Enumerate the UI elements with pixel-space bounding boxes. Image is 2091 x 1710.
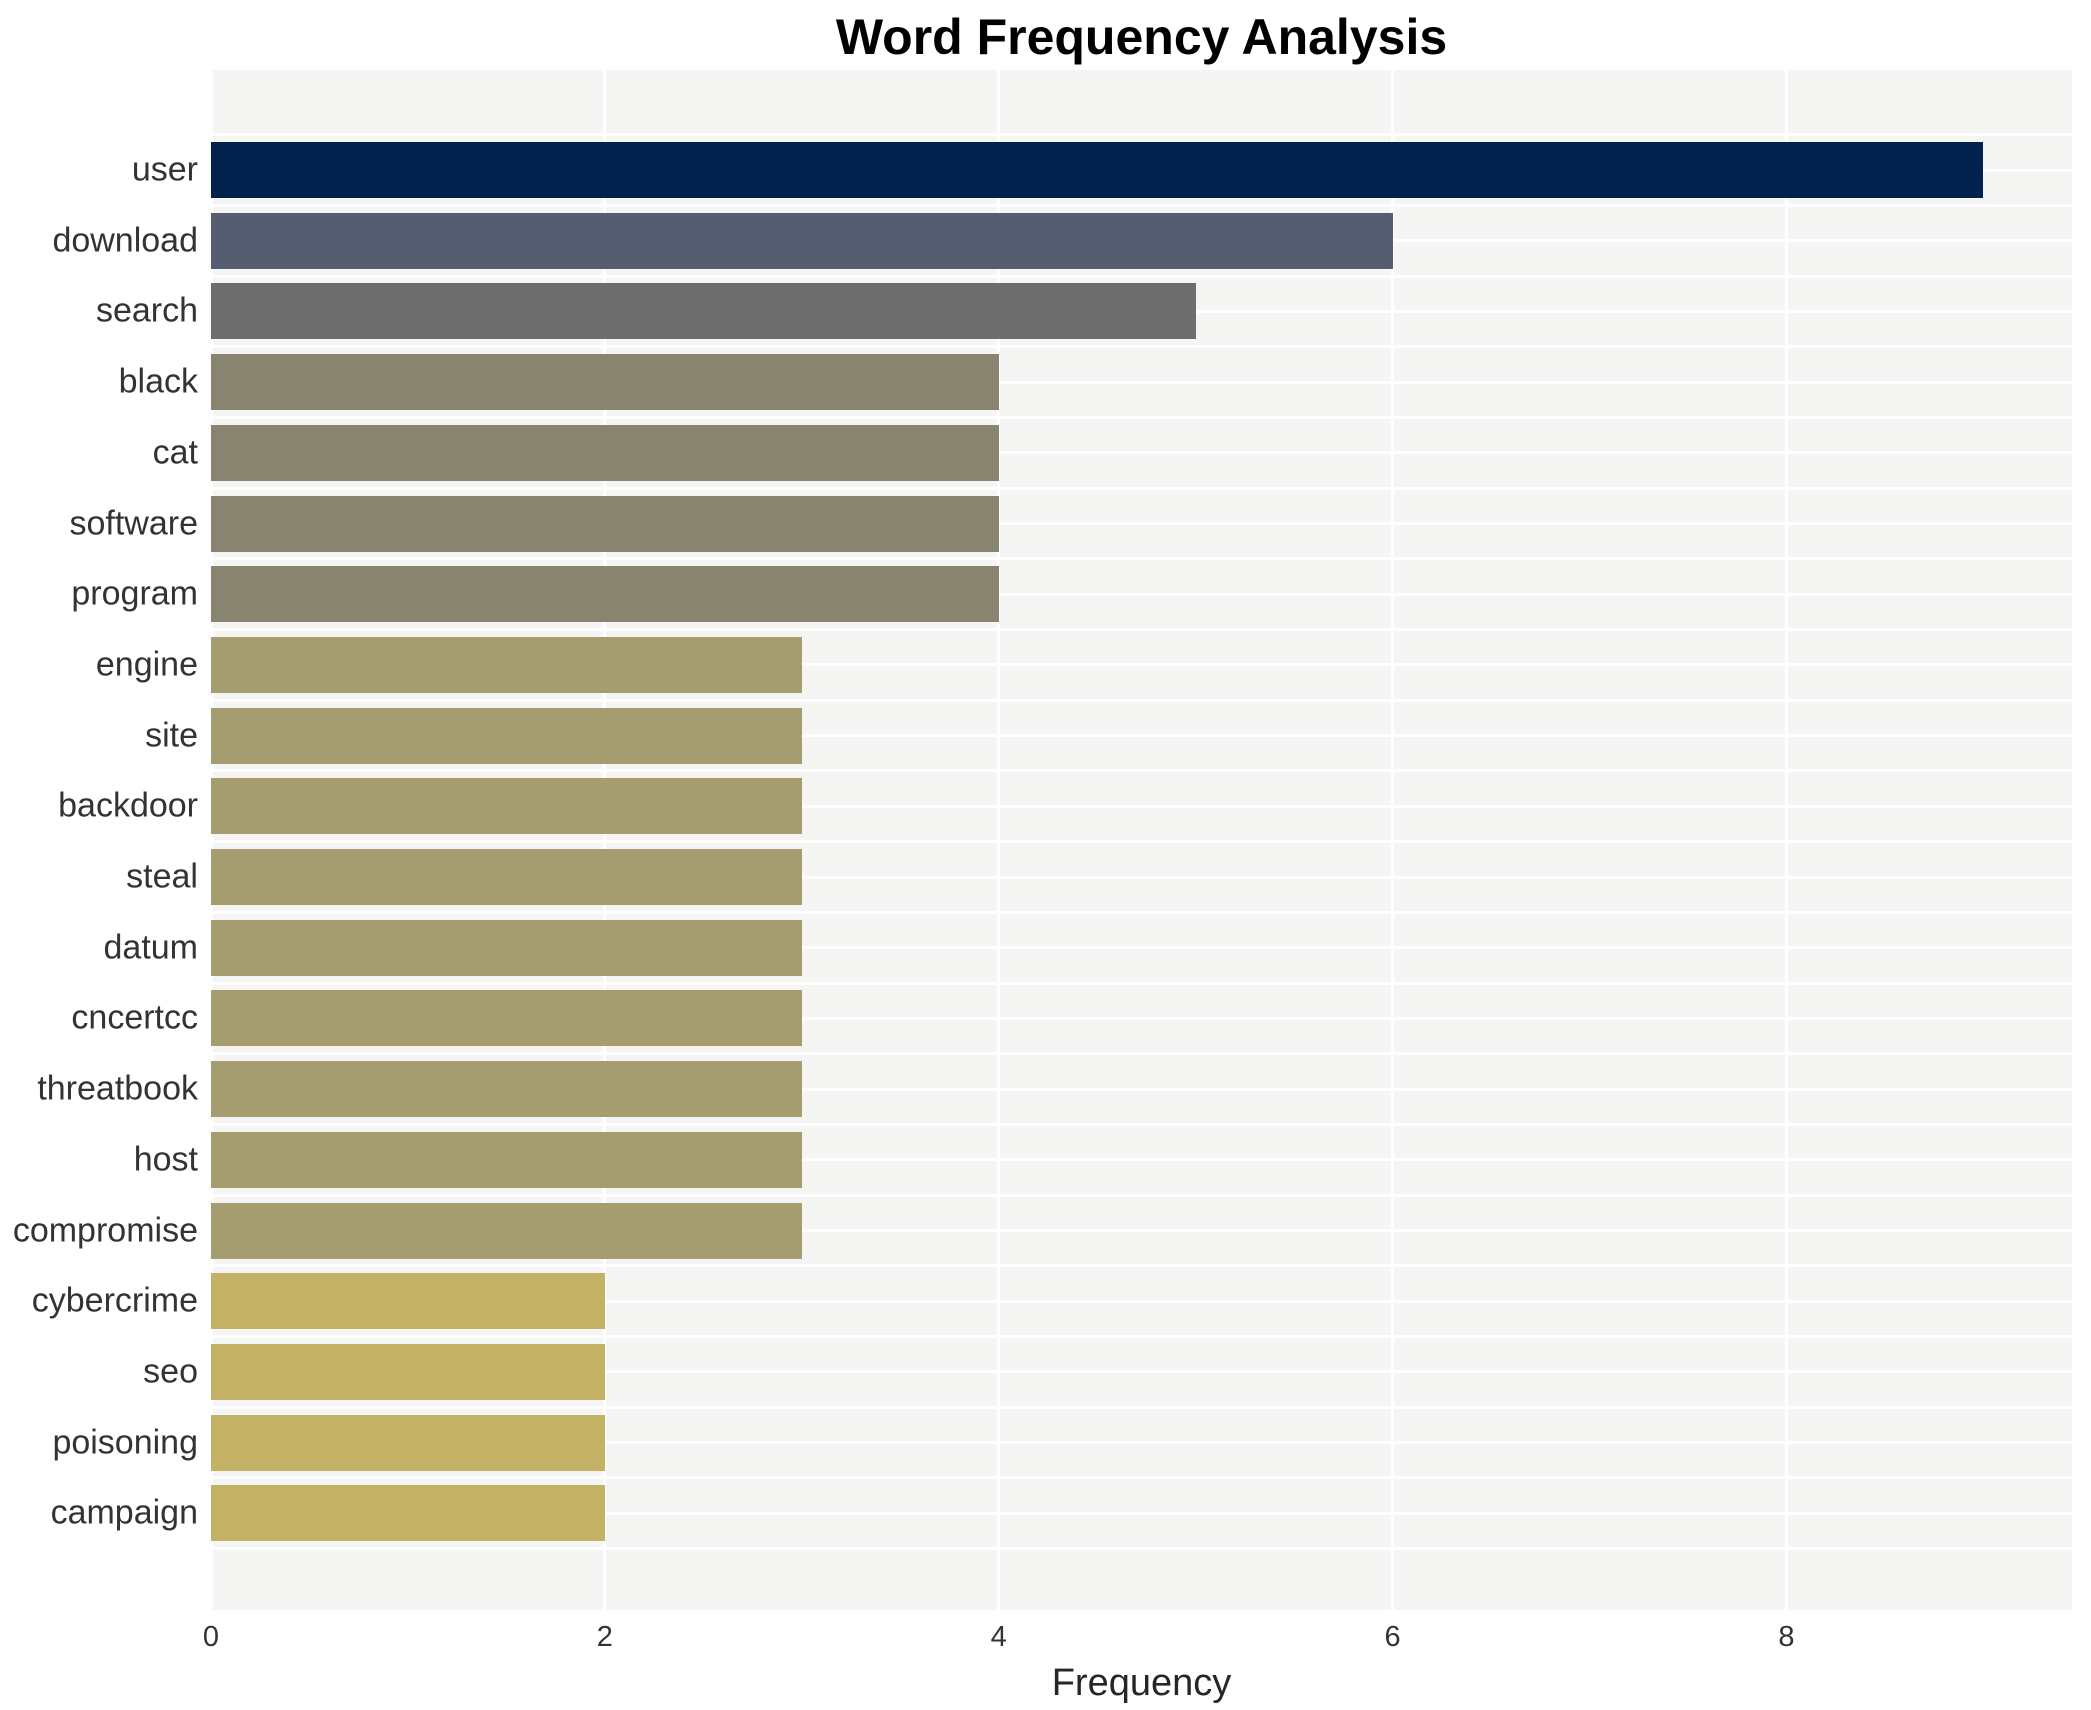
x-gridline <box>603 70 607 1610</box>
y-gridline-minor <box>211 486 2072 490</box>
category-label: download <box>52 221 198 260</box>
chart-title: Word Frequency Analysis <box>835 9 1448 65</box>
category-label: host <box>133 1140 198 1179</box>
y-gridline-minor <box>211 910 2072 914</box>
y-gridline-minor <box>211 274 2072 278</box>
y-gridline <box>211 1299 2072 1303</box>
bar-threatbook <box>211 1061 802 1118</box>
y-gridline-minor <box>211 1264 2072 1268</box>
bar-cybercrime <box>211 1273 605 1330</box>
y-gridline-minor <box>211 1122 2072 1126</box>
category-label: campaign <box>50 1493 198 1532</box>
y-gridline-minor <box>211 203 2072 207</box>
y-gridline <box>211 522 2072 525</box>
y-gridline <box>211 804 2072 808</box>
category-label: site <box>145 716 198 755</box>
bar-compromise <box>211 1202 802 1259</box>
category-label: cncertcc <box>71 998 198 1037</box>
category-label: seo <box>143 1352 198 1391</box>
bar-user <box>211 142 1984 198</box>
bar-campaign <box>211 1485 605 1542</box>
y-gridline-minor <box>211 1193 2072 1197</box>
x-tick-label: 6 <box>1384 1621 1401 1653</box>
bar-download <box>211 212 1393 269</box>
y-gridline-minor <box>211 840 2072 844</box>
y-gridline <box>211 1370 2072 1374</box>
category-label: poisoning <box>52 1423 198 1462</box>
y-gridline <box>211 1441 2072 1445</box>
category-label: cybercrime <box>31 1281 198 1320</box>
y-gridline <box>211 451 2072 455</box>
bar-host <box>211 1131 802 1188</box>
bar-site <box>211 707 802 764</box>
x-gridline <box>1391 70 1395 1610</box>
y-gridline-minor <box>211 1476 2072 1480</box>
y-gridline-minor <box>211 345 2072 349</box>
x-tick-label: 8 <box>1778 1621 1795 1653</box>
y-gridline <box>211 663 2072 667</box>
y-gridline <box>211 1229 2072 1232</box>
x-gridline <box>1784 70 1788 1610</box>
category-label: software <box>69 504 199 542</box>
y-gridline <box>211 380 2072 384</box>
category-label: steal <box>126 857 198 896</box>
bar-cncertcc <box>211 990 802 1047</box>
bar-poisoning <box>211 1414 605 1471</box>
category-label: threatbook <box>37 1069 198 1108</box>
x-gridline <box>997 70 1001 1610</box>
y-gridline <box>211 946 2072 950</box>
y-gridline-minor <box>211 1052 2072 1056</box>
y-gridline-minor <box>211 133 2072 137</box>
x-tick-label: 2 <box>596 1621 613 1653</box>
y-gridline-minor <box>211 769 2072 773</box>
x-tick-label: 0 <box>202 1621 220 1653</box>
y-gridline-minor <box>211 1547 2072 1551</box>
bar-seo <box>211 1343 605 1400</box>
bar-program <box>211 566 999 623</box>
y-gridline-minor <box>211 557 2072 561</box>
y-gridline-minor <box>211 415 2072 419</box>
y-gridline <box>211 1158 2072 1162</box>
bar-software <box>211 495 999 552</box>
plot-area <box>209 70 2072 1610</box>
bar-cat <box>211 424 999 481</box>
y-gridline-minor <box>211 1405 2072 1409</box>
y-gridline-minor <box>211 698 2072 702</box>
bar-search <box>211 283 1196 340</box>
category-label: search <box>95 291 198 330</box>
bar-engine <box>211 636 802 693</box>
category-label: engine <box>95 645 198 684</box>
y-gridline-minor <box>211 1335 2072 1339</box>
y-gridline <box>211 734 2072 738</box>
bar-backdoor <box>211 778 802 835</box>
category-label: black <box>118 362 198 401</box>
category-label: program <box>71 574 198 613</box>
y-gridline-minor <box>211 981 2072 985</box>
y-gridline-minor <box>211 628 2072 632</box>
category-label: cat <box>152 433 198 472</box>
x-tick-label: 4 <box>990 1621 1007 1653</box>
bar-datum <box>211 919 802 976</box>
y-gridline <box>211 592 2072 596</box>
category-label: compromise <box>12 1211 198 1249</box>
x-gridline <box>209 70 213 1610</box>
bar-black <box>211 354 999 411</box>
category-label: datum <box>103 928 199 967</box>
bar-steal <box>211 849 802 905</box>
category-label: backdoor <box>58 786 198 825</box>
y-gridline <box>211 1511 2072 1515</box>
x-axis-label: Frequency <box>1051 1662 1232 1704</box>
y-gridline <box>211 1087 2072 1091</box>
category-label: user <box>131 150 198 189</box>
y-gridline <box>211 875 2072 879</box>
y-gridline <box>211 1016 2072 1020</box>
